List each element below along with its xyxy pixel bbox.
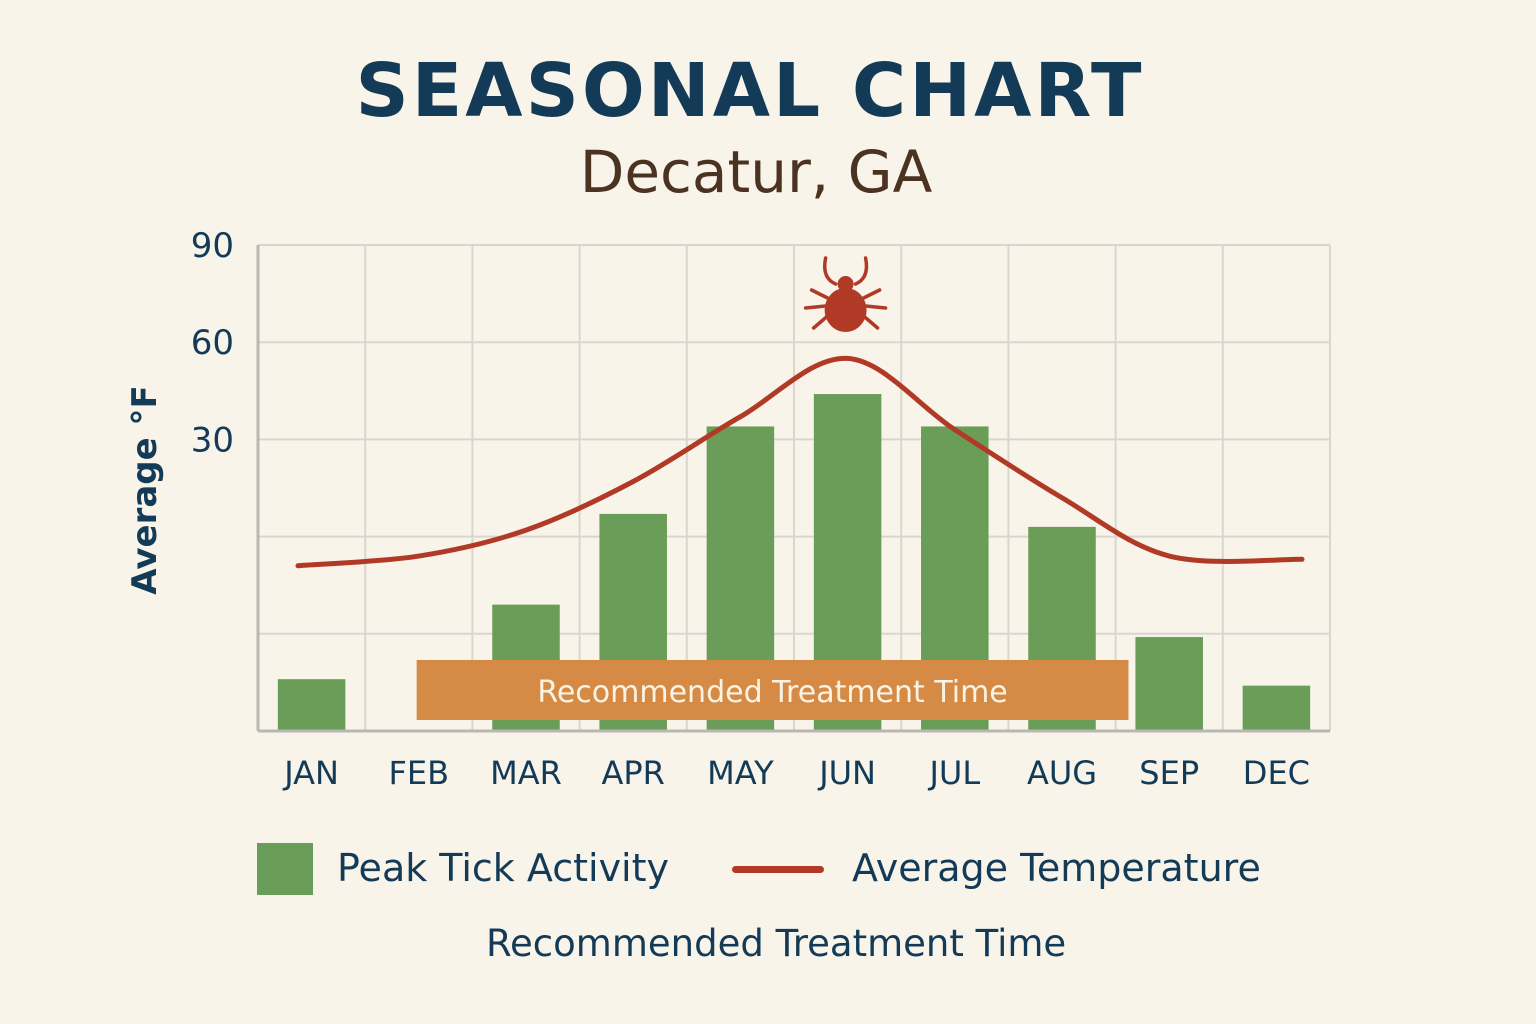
x-tick-label: JAN [282,754,339,792]
y-tick-label: 30 [191,420,234,460]
x-tick-label: AUG [1027,754,1097,792]
y-axis-label: Average °F [125,385,165,595]
y-axis-ticks: 30 60 90 [191,226,234,460]
bar [1135,637,1203,731]
x-tick-label: DEC [1243,754,1310,792]
x-tick-label: MAR [490,754,562,792]
tick-icon-leg [811,314,830,330]
tick-icon-leg [809,288,830,300]
grid-lines [258,244,1331,731]
tick-icon-leg [863,304,888,310]
tick-icon-leg [853,256,869,286]
chart-title: SEASONAL CHART [355,48,1145,134]
bar [277,679,346,731]
axes [256,245,1330,733]
tick-icon-body [824,288,867,332]
bar [1242,685,1311,731]
tick-icon-head [837,276,854,292]
x-tick-label: MAY [707,754,774,792]
tick-icon [803,256,888,332]
tick-icon-leg [861,314,880,330]
tick-icon-leg [803,304,828,310]
treatment-band-rect [416,660,1129,720]
y-tick-label: 90 [191,226,234,266]
tick-icon-leg [861,288,882,300]
treatment-band-label: Recommended Treatment Time [537,675,1007,710]
line-series-average-temperature [295,355,1305,569]
x-axis-ticks: JAN FEB MAR APR MAY JUN JUL AUG SEP DEC [282,754,1310,792]
chart-subtitle: Decatur, GA [579,138,933,206]
treatment-band: Recommended Treatment Time [416,660,1129,720]
x-tick-label: FEB [389,754,450,792]
y-tick-label: 60 [191,323,234,363]
tick-icon-leg [822,256,838,286]
x-tick-label: JUN [817,754,876,792]
temperature-line [295,355,1305,569]
x-tick-label: APR [601,754,664,792]
x-tick-label: JUL [927,754,980,792]
x-tick-label: SEP [1139,754,1199,792]
